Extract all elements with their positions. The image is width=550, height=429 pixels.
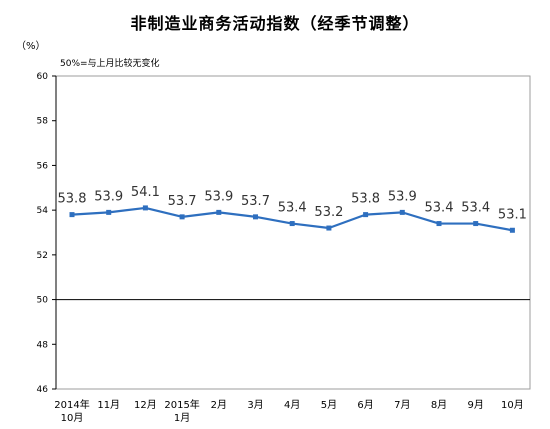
data-point	[253, 214, 258, 220]
x-tick-label: 6月	[357, 399, 373, 411]
y-tick-label: 60	[37, 72, 49, 82]
data-label: 53.4	[425, 201, 454, 216]
reference-note: 50%=与上月比较无变化	[60, 59, 160, 69]
data-label: 53.7	[241, 194, 270, 209]
data-label: 53.4	[461, 201, 490, 216]
data-point	[69, 212, 75, 218]
data-point	[436, 221, 442, 227]
x-tick-label: 9月	[468, 399, 484, 411]
chart-title: 非制造业商务活动指数（经季节调整）	[130, 14, 420, 33]
data-point	[142, 205, 148, 211]
data-label: 53.1	[498, 207, 527, 222]
y-tick-label: 50	[37, 296, 49, 306]
x-tick-label: 2015年 1月	[164, 398, 199, 424]
data-point	[216, 209, 222, 215]
data-point	[106, 209, 112, 215]
data-label: 53.2	[314, 205, 343, 220]
data-label: 53.8	[58, 192, 87, 207]
y-tick-label: 46	[37, 385, 49, 395]
y-axis-unit: （%）	[16, 41, 46, 52]
x-tick-label: 8月	[431, 399, 447, 411]
x-tick-label: 2014年 10月	[54, 398, 89, 424]
data-point	[289, 221, 295, 227]
y-tick-label: 56	[37, 161, 49, 171]
data-point	[473, 221, 479, 227]
data-label: 53.9	[204, 189, 233, 204]
data-label: 53.4	[278, 201, 307, 216]
x-tick-label: 7月	[394, 399, 410, 411]
data-label: 54.1	[131, 185, 160, 200]
x-tick-label: 3月	[247, 399, 263, 411]
x-tick-label: 11月	[97, 399, 120, 411]
x-tick-label: 5月	[321, 399, 337, 411]
y-tick-label: 54	[37, 206, 49, 216]
x-tick-label: 12月	[134, 399, 157, 411]
y-tick-label: 48	[37, 340, 49, 350]
x-tick-label: 10月	[501, 399, 524, 411]
data-point	[179, 214, 185, 220]
x-tick-label: 2月	[211, 399, 227, 411]
plot-frame	[55, 75, 531, 390]
data-label: 53.8	[351, 192, 380, 207]
data-point	[509, 227, 515, 233]
data-label: 53.7	[168, 194, 197, 209]
y-tick-label: 52	[37, 251, 48, 261]
data-label: 53.9	[388, 189, 417, 204]
x-tick-label: 4月	[284, 399, 300, 411]
data-point	[326, 225, 332, 231]
data-point	[399, 209, 405, 215]
y-tick-label: 58	[37, 117, 49, 127]
data-point	[363, 212, 369, 218]
data-label: 53.9	[94, 189, 123, 204]
